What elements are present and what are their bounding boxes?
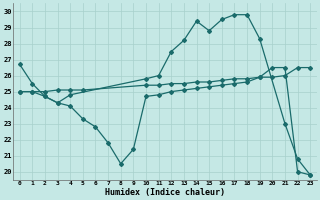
X-axis label: Humidex (Indice chaleur): Humidex (Indice chaleur) — [105, 188, 225, 197]
